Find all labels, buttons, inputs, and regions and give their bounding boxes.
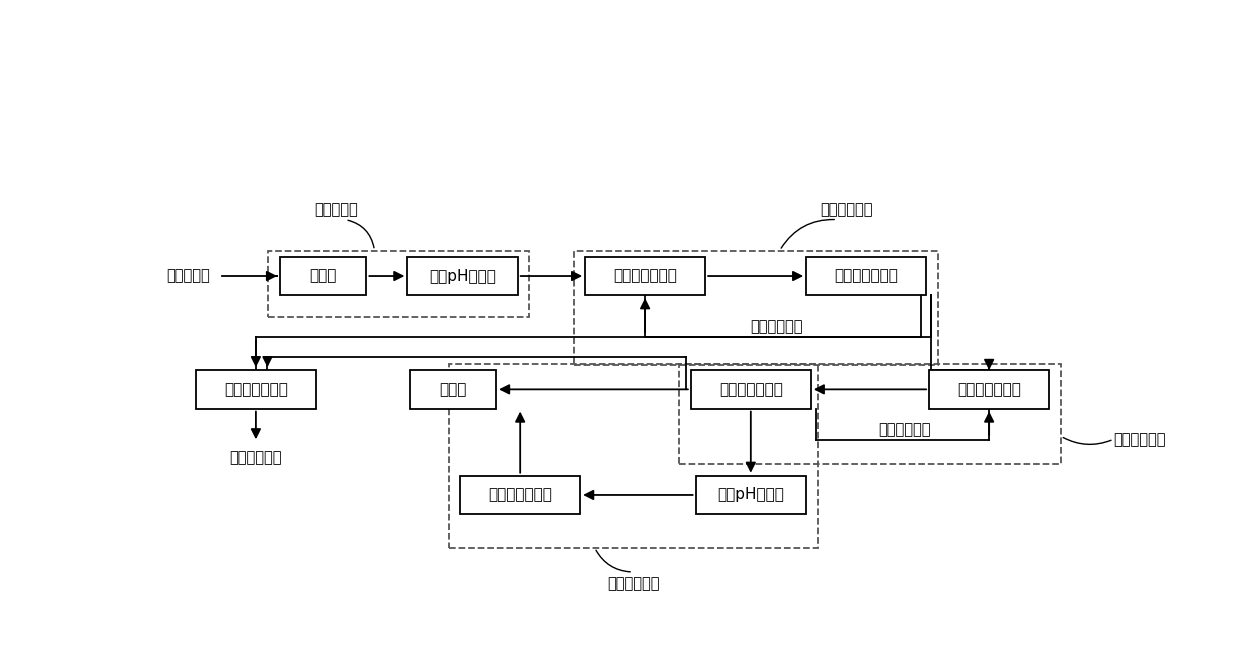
Bar <box>449 364 817 548</box>
Text: 第一pH调节池: 第一pH调节池 <box>429 268 496 284</box>
Text: 预处理单元: 预处理单元 <box>314 202 357 217</box>
Text: 诱导结晶回流: 诱导结晶回流 <box>750 319 802 334</box>
Text: 第一絮凝沉淀池: 第一絮凝沉淀池 <box>835 268 898 284</box>
Bar <box>929 370 1049 409</box>
Bar <box>409 370 496 409</box>
Text: 含氟磷废水: 含氟磷废水 <box>166 268 211 284</box>
Text: 三级处理单元: 三级处理单元 <box>606 576 660 591</box>
Text: 污泥减量化单元: 污泥减量化单元 <box>224 382 288 397</box>
Text: 排放池: 排放池 <box>439 382 466 397</box>
Bar <box>691 370 811 409</box>
Bar <box>268 250 529 317</box>
Bar <box>280 257 367 295</box>
Text: 诱导结晶回流: 诱导结晶回流 <box>879 422 931 437</box>
Text: 一级除氟反应池: 一级除氟反应池 <box>613 268 677 284</box>
Text: 二级除氟反应池: 二级除氟反应池 <box>957 382 1021 397</box>
Text: 第二pH调节池: 第二pH调节池 <box>718 488 784 502</box>
Text: 均衡池: 均衡池 <box>310 268 337 284</box>
Text: 一级处理单元: 一级处理单元 <box>821 202 873 217</box>
Bar <box>196 370 316 409</box>
Bar <box>574 250 937 365</box>
Bar <box>460 476 580 514</box>
Text: 第二絮凝沉淀池: 第二絮凝沉淀池 <box>719 382 782 397</box>
Text: 第三絮凝沉淀池: 第三絮凝沉淀池 <box>489 488 552 502</box>
Bar <box>696 476 806 514</box>
Bar <box>585 257 706 295</box>
Text: 二级处理单元: 二级处理单元 <box>1114 432 1166 447</box>
Bar <box>806 257 926 295</box>
Bar <box>680 364 1060 464</box>
Text: 污泥委外处理: 污泥委外处理 <box>229 450 283 465</box>
Bar <box>407 257 518 295</box>
